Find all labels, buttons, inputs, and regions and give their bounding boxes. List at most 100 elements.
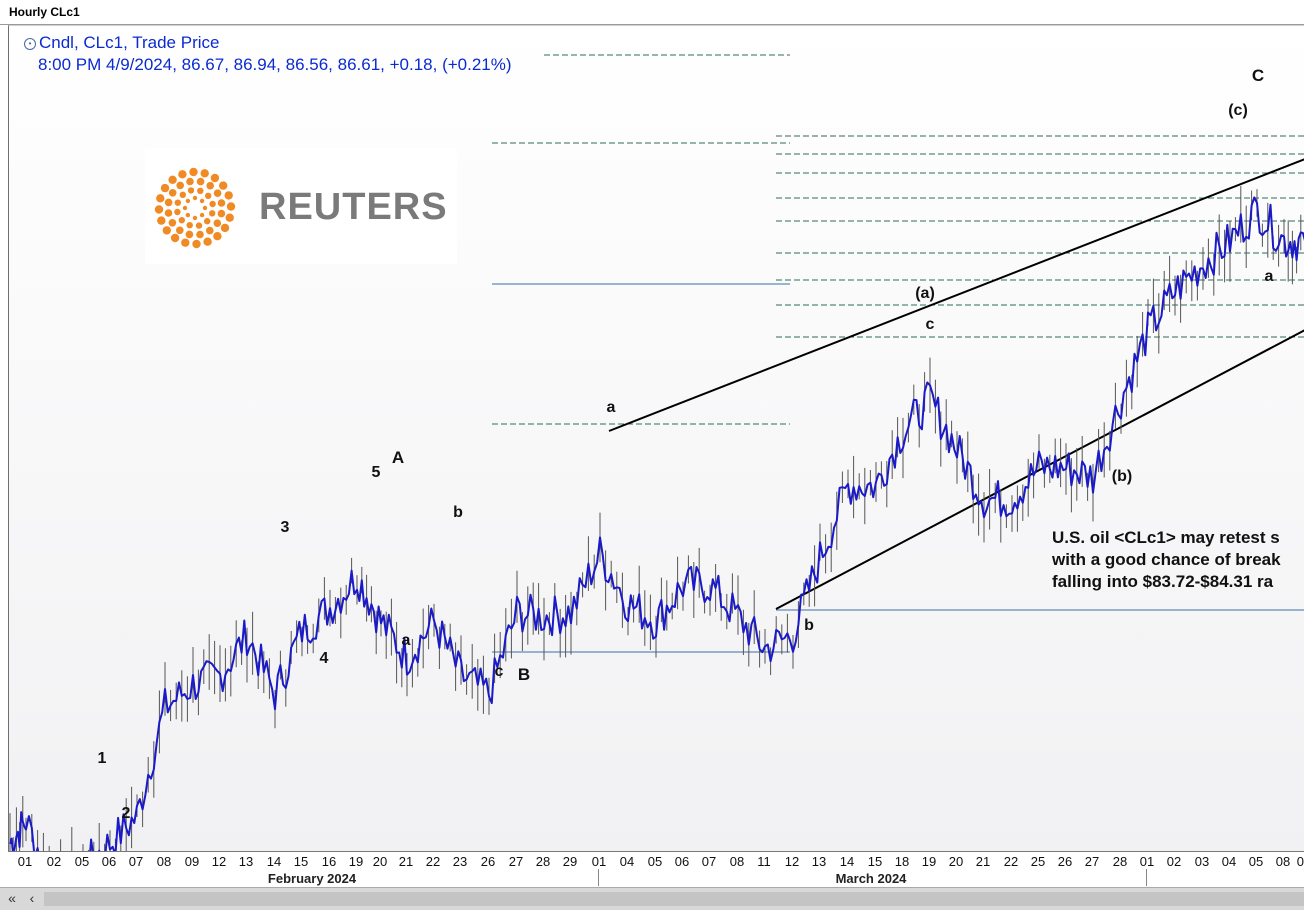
logo-dot [189, 167, 198, 177]
axis-day-label: 02 [1166, 854, 1182, 869]
logo-dot [176, 181, 184, 190]
wave-label: b [804, 617, 814, 634]
logo-dot [156, 194, 165, 203]
logo-dot [199, 198, 205, 204]
axis-day-label: 16 [321, 854, 337, 869]
logo-dot [185, 230, 194, 239]
wave-label: 3 [281, 519, 290, 536]
scroll-to-start-icon[interactable]: « [8, 890, 16, 906]
wave-label: 4 [320, 650, 329, 667]
month-separator [598, 869, 599, 886]
logo-dot [213, 232, 222, 241]
reuters-dots-icon [154, 167, 236, 249]
logo-dot [224, 191, 233, 200]
logo-dot [225, 213, 234, 222]
logo-dot [202, 205, 208, 211]
logo-dot [206, 226, 214, 235]
logo-dot [185, 212, 191, 218]
logo-dot [174, 199, 181, 206]
axis-day-label: 05 [1248, 854, 1264, 869]
axis-day-label: 08 [1275, 854, 1291, 869]
scrollbar-track[interactable] [44, 892, 1304, 906]
axis-day-label: 05 [647, 854, 663, 869]
axis-day-label: 28 [1112, 854, 1128, 869]
logo-dot [203, 237, 212, 246]
logo-dot [186, 222, 193, 229]
logo-dot [192, 215, 198, 221]
axis-day-label: 07 [701, 854, 717, 869]
axis-day-label: 20 [948, 854, 964, 869]
wave-label: (a) [915, 285, 935, 302]
logo-dot [192, 195, 198, 201]
axis-day-label: 05 [74, 854, 90, 869]
logo-dot [213, 189, 222, 197]
axis-day-label: 07 [128, 854, 144, 869]
scroll-left-icon[interactable]: ‹ [29, 890, 35, 906]
axis-day-label: 14 [839, 854, 855, 869]
note-line-3: falling into $83.72-$84.31 ra [1052, 572, 1274, 591]
axis-day-label: 09 [184, 854, 200, 869]
axis-day-label: 27 [1084, 854, 1100, 869]
logo-dot [196, 230, 204, 239]
logo-dot [197, 187, 204, 194]
logo-dot [164, 209, 173, 217]
logo-dot [186, 177, 194, 186]
legend-series-name: Cndl, CLc1, Trade Price [39, 33, 220, 52]
logo-dot [181, 238, 190, 247]
price-series-line [9, 196, 1304, 852]
axis-day-label: 26 [1057, 854, 1073, 869]
axis-day-label: 25 [1030, 854, 1046, 869]
reuters-logo: REUTERS [145, 148, 457, 264]
logo-dot [187, 187, 195, 194]
axis-month-label: March 2024 [835, 871, 907, 886]
legend-series-row: • Cndl, CLc1, Trade Price [24, 32, 512, 54]
wave-label: a [1265, 268, 1274, 285]
logo-dot [168, 175, 177, 184]
axis-day-label: 21 [398, 854, 414, 869]
axis-day-label: 13 [811, 854, 827, 869]
channel-upper-line [608, 158, 1304, 432]
logo-dot [168, 189, 177, 197]
month-separator [1146, 869, 1147, 886]
series-settings-icon[interactable]: • [24, 38, 36, 50]
axis-day-label: 09 [1296, 854, 1304, 869]
analysis-note: U.S. oil <CLc1> may retest s with a good… [1052, 527, 1304, 597]
logo-dot [219, 181, 228, 190]
axis-day-label: 02 [46, 854, 62, 869]
logo-dot [185, 198, 191, 204]
wave-label: (b) [1112, 468, 1132, 485]
wave-label: a [607, 399, 616, 416]
chart-scrollbar[interactable]: « ‹ [0, 887, 1304, 910]
window-titlebar: Hourly CLc1 [0, 0, 1304, 25]
axis-day-label: 01 [591, 854, 607, 869]
chart-legend: • Cndl, CLc1, Trade Price 8:00 PM 4/9/202… [24, 32, 512, 76]
logo-dot [209, 210, 216, 217]
wave-label: a [402, 632, 411, 649]
axis-day-label: 03 [1194, 854, 1210, 869]
reuters-wordmark: REUTERS [259, 186, 448, 228]
axis-day-label: 08 [156, 854, 172, 869]
logo-dot [204, 218, 211, 225]
logo-dot [195, 222, 203, 229]
axis-day-label: 21 [975, 854, 991, 869]
logo-dot [157, 216, 166, 225]
logo-dot [192, 239, 201, 249]
axis-day-label: 12 [211, 854, 227, 869]
axis-day-label: 29 [562, 854, 578, 869]
logo-dot [179, 191, 186, 198]
axis-day-label: 08 [729, 854, 745, 869]
wave-label: b [453, 504, 463, 521]
logo-dot [160, 183, 170, 193]
wave-label: (c) [1228, 102, 1248, 119]
logo-dot [206, 181, 214, 190]
logo-dot [164, 198, 173, 207]
axis-day-label: 15 [867, 854, 883, 869]
wave-label: B [518, 665, 530, 684]
wave-label: A [392, 448, 404, 467]
logo-dot [213, 219, 222, 227]
logo-dot [199, 212, 205, 218]
logo-dot [205, 192, 212, 199]
channel-lower-line [775, 329, 1304, 610]
axis-day-label: 12 [784, 854, 800, 869]
